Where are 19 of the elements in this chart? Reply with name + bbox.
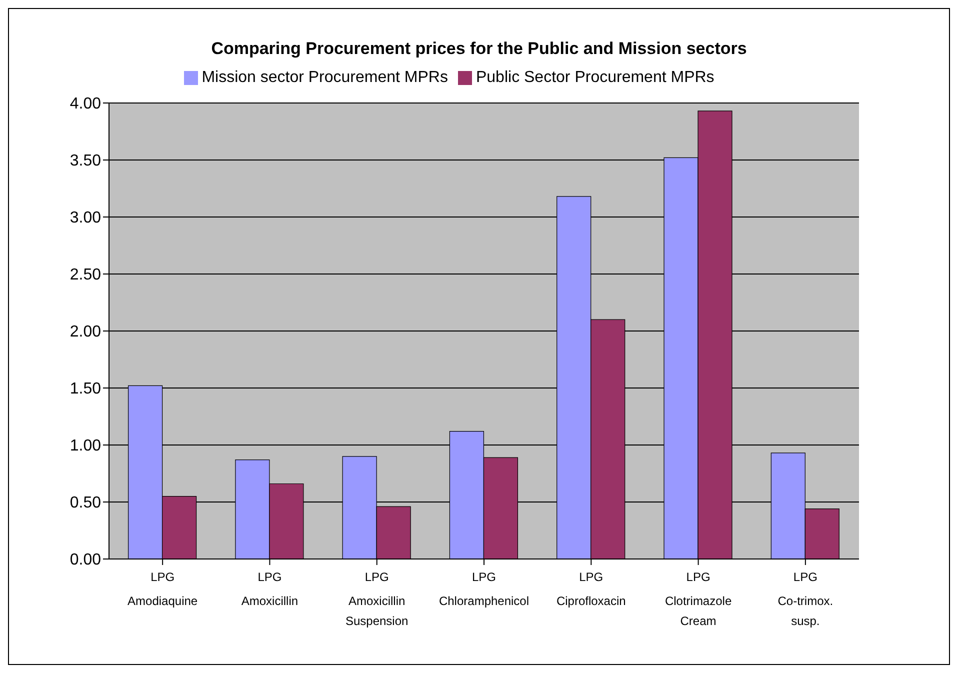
y-tick-label: 3.00 (70, 210, 102, 227)
y-tick-label: 1.50 (70, 380, 102, 398)
y-tick-label: 0.50 (70, 494, 102, 512)
x-tick-label: LPG Amodiaquine (128, 570, 198, 608)
y-tick-label: 1.00 (70, 438, 102, 455)
y-tick-label: 2.00 (70, 324, 102, 341)
chart-title: Comparing Procurement prices for the Public and Mission sectors (210, 39, 748, 59)
legend-label: Public Sector Procurement MPRs (476, 69, 714, 86)
legend-label: Mission sector Procurement MPRs (202, 69, 448, 86)
x-tick-label: LPG Ciprofloxacin (556, 570, 626, 608)
x-tick-label: LPG Amoxicillin (241, 570, 298, 608)
x-tick-label: LPG Clotrimazole Cream (664, 570, 732, 628)
x-tick-label: LPG Chloramphenicol (438, 570, 530, 608)
y-tick-label: 4.00 (70, 96, 102, 113)
y-tick-label: 0.00 (70, 552, 102, 569)
x-tick-label: LPG Amoxicillin Suspension (346, 570, 408, 628)
y-tick-label: 3.50 (70, 152, 102, 170)
y-tick-label: 2.50 (70, 266, 102, 284)
x-tick-label: LPG Co-trimox. susp. (778, 570, 834, 628)
